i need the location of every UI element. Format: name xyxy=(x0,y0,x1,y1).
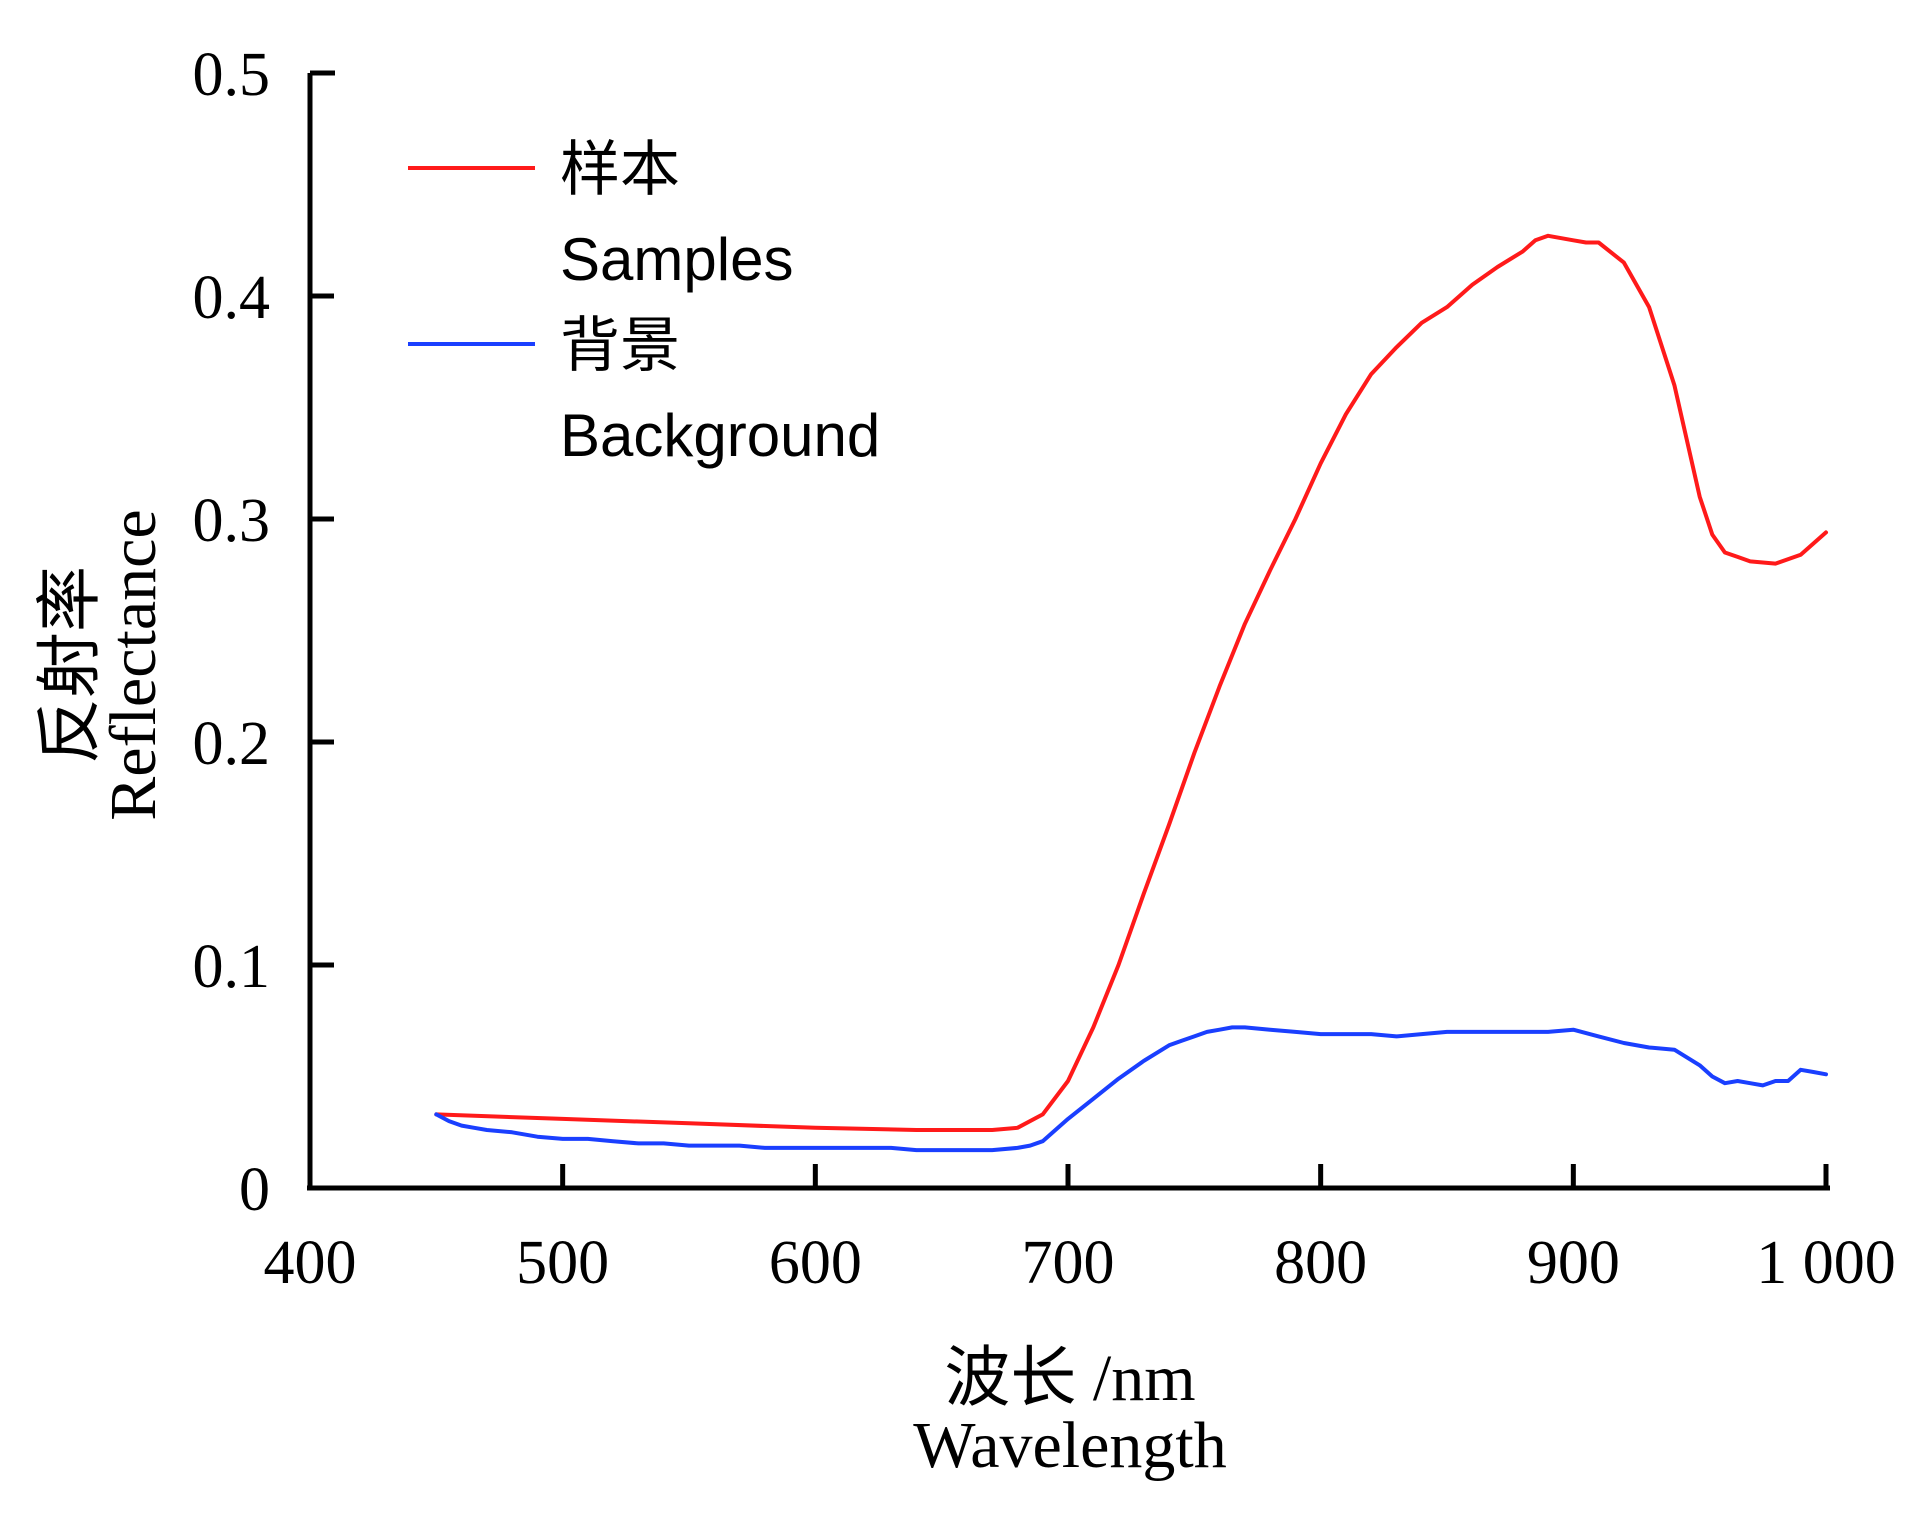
x-tick-label-700: 700 xyxy=(1022,1229,1115,1297)
y-axis-title-en: Reflectance xyxy=(97,509,170,820)
legend-label-samples-cn: 样本 xyxy=(560,136,680,203)
axis-ticks: 400 500 600 700 800 900 1 000 0 0.1 0.2 0.3 0.4 0.5 xyxy=(193,41,1896,1297)
series-lines xyxy=(434,233,1828,1153)
series-line-background xyxy=(434,1025,1828,1153)
legend-label-samples-en: Samples xyxy=(560,226,793,293)
x-tick-label-800: 800 xyxy=(1274,1229,1367,1297)
x-tick-label-600: 600 xyxy=(769,1229,862,1297)
y-tick-label-0.3: 0.3 xyxy=(193,487,271,555)
y-tick-label-0.4: 0.4 xyxy=(193,264,271,332)
legend: 样本 Samples 背景 Background xyxy=(408,136,880,469)
legend-label-background-en: Background xyxy=(560,402,880,469)
y-tick-label-0: 0 xyxy=(239,1156,270,1224)
x-axis-title-en: Wavelength xyxy=(913,1409,1227,1482)
x-tick-label-400: 400 xyxy=(264,1229,357,1297)
y-tick-label-0.5: 0.5 xyxy=(193,41,271,109)
series-line-samples xyxy=(434,233,1828,1132)
x-tick-label-500: 500 xyxy=(516,1229,609,1297)
y-tick-label-0.2: 0.2 xyxy=(193,710,271,778)
x-axis-title-cn: 波长 /nm xyxy=(944,1342,1195,1415)
legend-label-background-cn: 背景 xyxy=(560,312,680,379)
y-axis-title-cn: 反射率 xyxy=(34,566,107,764)
x-tick-label-1000: 1 000 xyxy=(1756,1229,1896,1297)
x-tick-label-900: 900 xyxy=(1527,1229,1620,1297)
y-tick-label-0.1: 0.1 xyxy=(193,933,271,1001)
